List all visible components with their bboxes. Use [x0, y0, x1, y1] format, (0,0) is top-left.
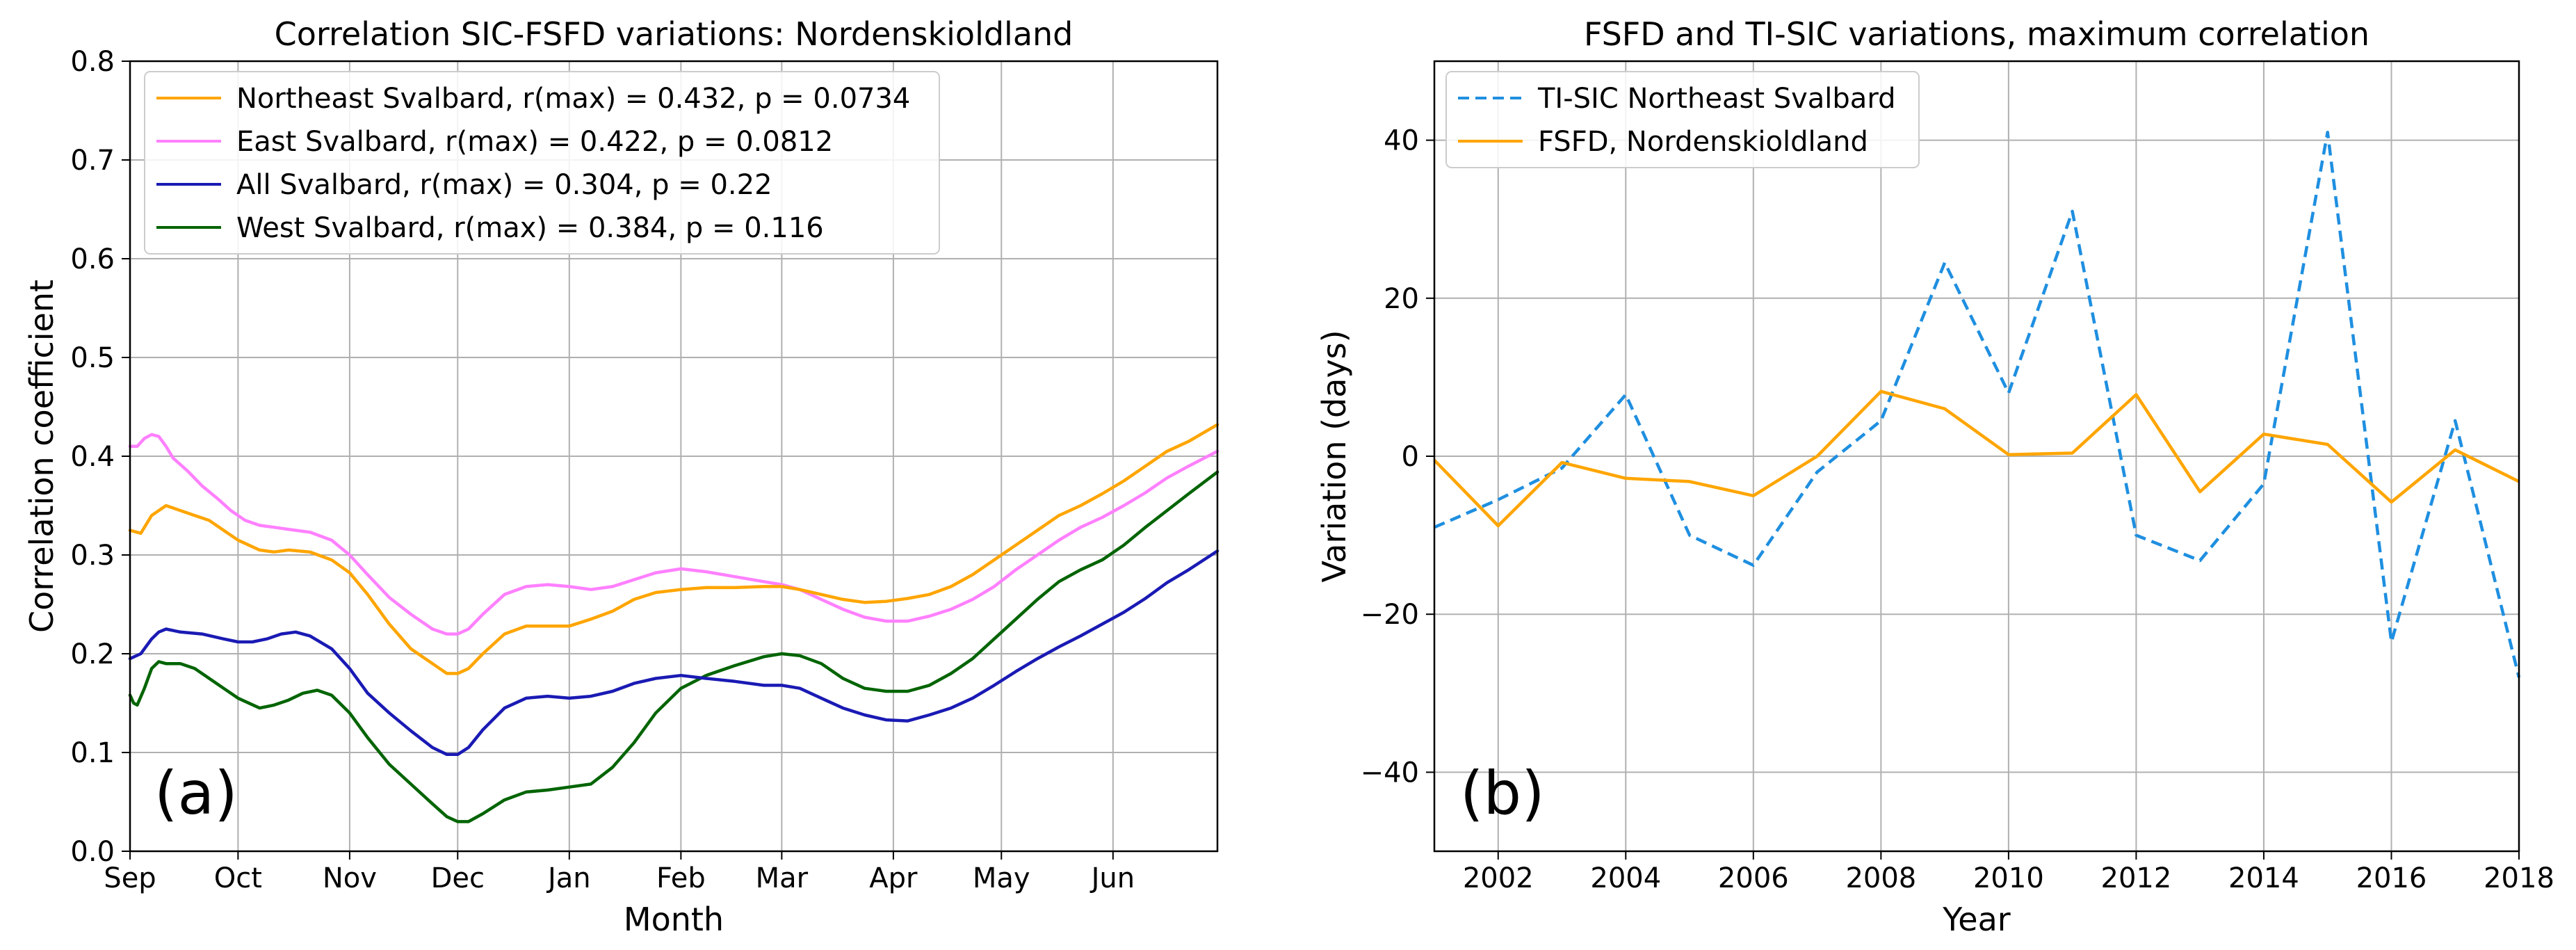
panel-b-legend: TI-SIC Northeast Svalbard FSFD, Nordensk…	[1445, 71, 1920, 168]
panel-a-y-axis-title: Correlation coefficient	[23, 280, 60, 633]
panel-a-ytick-label-2: 0.2	[70, 638, 115, 670]
panel-b-xtick-label-2012: 2012	[2101, 862, 2172, 894]
panel-a-xtick-label-nov: Nov	[323, 862, 377, 894]
series-line-west-svalbard	[128, 470, 1220, 823]
series-line-northeast-svalbard	[128, 423, 1220, 675]
series-line-east-svalbard	[128, 433, 1220, 636]
panel-a-ytick-label-7: 0.7	[70, 145, 115, 177]
panel-a-title: Correlation SIC-FSFD variations: Nordens…	[275, 15, 1074, 53]
panel-b-legend-box	[1445, 71, 1920, 168]
panel-b-xtick-label-2008: 2008	[1845, 862, 1916, 894]
panel-a-xtick-label-sep: Sep	[104, 862, 156, 894]
panel-a-xtick-label-jun: Jun	[1089, 862, 1135, 894]
panel-a-ytick-label-0: 0.0	[70, 836, 115, 868]
panel-a-x-axis-title: Month	[624, 901, 724, 938]
panel-b-ticks: 2002 2004 2006 2008 2010 2012 2014 2016 2018 −40 −…	[1361, 125, 2554, 894]
panel-a-xtick-label-feb: Feb	[656, 862, 706, 894]
panel-a-xtick-label-may: May	[973, 862, 1030, 894]
series-line-ti-sic-northeast-svalbard	[1434, 130, 2521, 678]
panel-a-ytick-label-3: 0.3	[70, 540, 115, 572]
panel-a-ytick-label-1: 0.1	[70, 737, 115, 769]
legend-label-all-svalbard: All Svalbard, r(max) = 0.304, p = 0.22	[236, 169, 772, 201]
panel-a-xtick-label-dec: Dec	[431, 862, 485, 894]
panel-a-ytick-label-5: 0.5	[70, 342, 115, 374]
panel-b-ytick-label-2: 0	[1402, 441, 1419, 473]
panel-b-variation-chart: 2002 2004 2006 2008 2010 2012 2014 2016 2018 −40 −…	[1315, 15, 2554, 938]
panel-a-xtick-label-apr: Apr	[869, 862, 918, 894]
legend-label-east-svalbard: East Svalbard, r(max) = 0.422, p = 0.081…	[236, 126, 833, 158]
panel-b-xtick-label-2006: 2006	[1718, 862, 1789, 894]
legend-label-ti-sic: TI-SIC Northeast Svalbard	[1537, 83, 1895, 115]
panel-a-ticks: Sep Oct Nov Dec Jan Feb Mar Apr May Jun 0.0 0.1 0.2 0…	[70, 46, 1135, 894]
panel-b-ytick-label-3: 20	[1384, 283, 1419, 315]
panel-a-label: (a)	[154, 759, 238, 828]
series-line-all-svalbard	[128, 549, 1220, 757]
panel-a-legend-box	[144, 71, 940, 255]
panel-b-ytick-label-1: −20	[1361, 599, 1419, 631]
panel-b-xtick-label-2016: 2016	[2356, 862, 2427, 894]
panel-b-title: FSFD and TI-SIC variations, maximum corr…	[1584, 15, 2370, 53]
panel-b-y-axis-title: Variation (days)	[1315, 330, 1353, 582]
panel-a-legend: Northeast Svalbard, r(max) = 0.432, p = …	[144, 71, 940, 255]
legend-label-northeast-svalbard: Northeast Svalbard, r(max) = 0.432, p = …	[236, 83, 910, 115]
panel-a-ytick-label-4: 0.4	[70, 441, 115, 473]
series-line-fsfd-nordenskioldland	[1433, 389, 2520, 528]
panel-b-label: (b)	[1460, 759, 1545, 828]
panel-b-xtick-label-2014: 2014	[2228, 862, 2299, 894]
panel-a-correlation-chart: Sep Oct Nov Dec Jan Feb Mar Apr May Jun 0.0 0.1 0.2 0…	[23, 15, 1220, 938]
legend-label-west-svalbard: West Svalbard, r(max) = 0.384, p = 0.116	[236, 212, 824, 244]
panel-b-xtick-label-2018: 2018	[2484, 862, 2554, 894]
panel-a-xtick-label-mar: Mar	[756, 862, 809, 894]
panel-b-ytick-label-4: 40	[1384, 125, 1419, 157]
panel-b-xtick-label-2010: 2010	[1973, 862, 2044, 894]
panel-a-ytick-label-6: 0.6	[70, 243, 115, 275]
panel-b-xtick-label-2004: 2004	[1590, 862, 1661, 894]
panel-a-xtick-label-oct: Oct	[214, 862, 262, 894]
panel-b-xtick-label-2002: 2002	[1463, 862, 1534, 894]
panel-a-series-lines	[128, 423, 1220, 823]
panel-b-ytick-label-0: −40	[1361, 757, 1419, 789]
panel-b-series-lines	[1433, 130, 2521, 678]
panel-a-ytick-label-8: 0.8	[70, 46, 115, 78]
panel-b-x-axis-title: Year	[1942, 901, 2010, 938]
panel-b-grid	[1434, 61, 2520, 851]
panel-a-xtick-label-jan: Jan	[546, 862, 591, 894]
legend-label-fsfd: FSFD, Nordenskioldland	[1538, 126, 1868, 158]
